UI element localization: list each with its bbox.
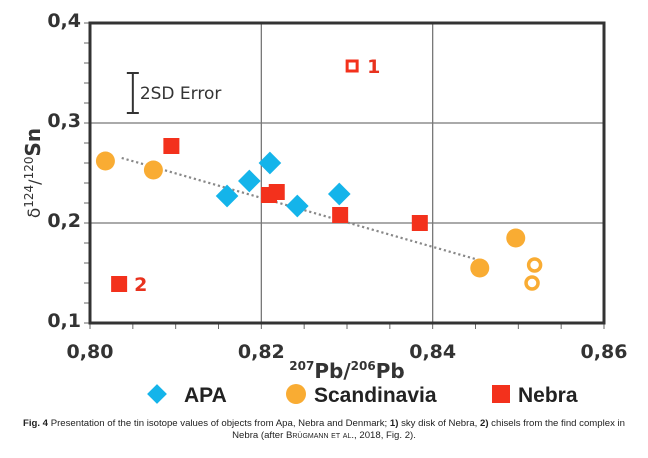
x-axis-title: 207Pb/206Pb [289, 359, 404, 383]
caption-bold-2: 2) [479, 418, 489, 429]
legend-marker-circle [286, 384, 306, 404]
y-axis-title: δ124/120Sn [21, 128, 45, 218]
caption-text-2: sky disk of Nebra, [398, 418, 480, 429]
isotope-scatter-chart: 2SD Error 21 0,80 0,82 0,84 0,86 0,10,20,30… [21, 10, 628, 407]
legend-label-scandinavia: Scandinavia [314, 384, 437, 407]
legend-label-apa: APA [184, 384, 227, 407]
point-apa [327, 182, 351, 206]
x-tick-label: 0,86 [581, 341, 628, 363]
caption-text-4: , 2018, Fig. 2). [354, 430, 416, 441]
point-nebra [163, 138, 180, 154]
point-nebra [411, 215, 428, 231]
legend-label-nebra: Nebra [518, 384, 578, 407]
point-scandinavia [470, 258, 490, 278]
caption-fig-label: Fig. 4 [22, 418, 49, 429]
error-bar: 2SD Error [126, 72, 222, 114]
x-tick-labels: 0,80 0,82 0,84 0,86 [67, 341, 628, 363]
caption-text-3: chisels from the find complex in Nebra (… [232, 418, 626, 441]
legend: APA Scandinavia Nebra [147, 384, 578, 407]
legend-marker-diamond [147, 384, 167, 404]
legend-marker-square [492, 385, 510, 403]
y-tick-labels: 0,1 0,2 0,3 0,4 [47, 10, 81, 332]
point-annotation-1: 1 [367, 56, 380, 78]
point-scandinavia [95, 151, 115, 171]
point-apa [215, 184, 239, 208]
y-tick-label: 0,4 [47, 10, 81, 32]
caption-author: Brügmann et al. [285, 430, 355, 441]
point-nebra [332, 207, 349, 223]
point-scandinavia [506, 228, 526, 248]
legend-item-nebra: Nebra [492, 384, 578, 407]
point-nebra [268, 184, 285, 200]
point-nebra [111, 276, 128, 292]
error-bar-label: 2SD Error [140, 84, 222, 104]
x-tick-label: 0,82 [238, 341, 285, 363]
y-tick-label: 0,2 [47, 210, 81, 232]
figure-caption: Fig. 4 Presentation of the tin isotope v… [20, 418, 628, 442]
point-scandinavia-open [526, 257, 543, 273]
x-tick-label: 0,80 [67, 341, 114, 363]
legend-item-apa: APA [147, 384, 227, 407]
legend-item-scandinavia: Scandinavia [286, 384, 437, 407]
caption-text-1: Presentation of the tin isotope values o… [48, 418, 390, 429]
y-tick-label: 0,1 [47, 310, 81, 332]
annotations: 21 [134, 56, 380, 296]
caption-bold-1: 1) [389, 418, 399, 429]
point-annotation-2: 2 [134, 274, 147, 296]
point-nebra-open [345, 59, 359, 73]
point-apa [238, 169, 261, 193]
trend-line [121, 156, 487, 264]
x-tick-label: 0,84 [409, 341, 456, 363]
y-tick-label: 0,3 [47, 110, 81, 132]
point-apa [285, 194, 309, 218]
point-scandinavia-open [524, 275, 540, 291]
plot-frame [88, 21, 606, 325]
point-scandinavia [143, 160, 163, 180]
